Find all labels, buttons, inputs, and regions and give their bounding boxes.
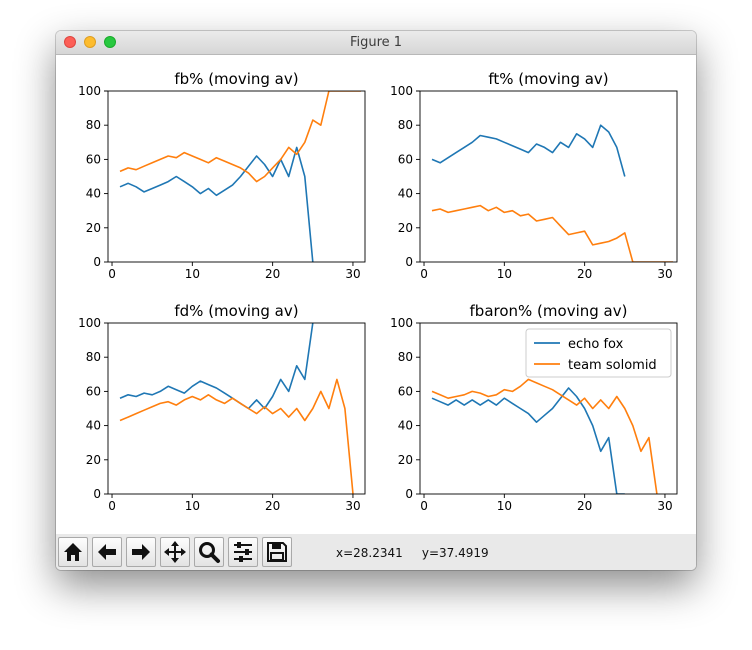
y-tick-label: 80 bbox=[398, 350, 413, 364]
maximize-window-button[interactable] bbox=[104, 36, 116, 48]
series-line-1 bbox=[119, 323, 314, 410]
x-tick-label: 0 bbox=[420, 267, 428, 281]
series-line-1 bbox=[431, 387, 625, 494]
y-tick-label: 40 bbox=[398, 419, 413, 433]
x-tick-label: 10 bbox=[185, 499, 200, 513]
y-tick-label: 80 bbox=[398, 118, 413, 132]
x-tick-label: 30 bbox=[657, 499, 672, 513]
axes-frame bbox=[107, 322, 366, 495]
y-tick-label: 40 bbox=[398, 187, 413, 201]
pan-button[interactable] bbox=[160, 537, 190, 567]
minimize-window-button[interactable] bbox=[84, 36, 96, 48]
y-tick-label: 80 bbox=[86, 350, 101, 364]
x-tick-label: 20 bbox=[577, 267, 592, 281]
x-tick-label: 0 bbox=[108, 499, 116, 513]
save-button[interactable] bbox=[262, 537, 292, 567]
move-icon bbox=[164, 541, 186, 563]
legend: echo fox team solomid bbox=[525, 328, 672, 378]
legend-label: team solomid bbox=[568, 358, 657, 373]
y-tick-label: 60 bbox=[86, 384, 101, 398]
x-tick-label: 30 bbox=[345, 267, 360, 281]
subplot-4: 0 10 20 30 0 20 40 60 80 100 fbaron% (moving av) ec… bbox=[390, 302, 678, 513]
y-tick-label: 20 bbox=[86, 453, 101, 467]
back-button[interactable] bbox=[92, 537, 122, 567]
figure-canvas[interactable]: 0 10 20 30 0 20 40 60 80 100 fb% (moving av) 0 10 20 3… bbox=[56, 54, 696, 534]
forward-button[interactable] bbox=[126, 537, 156, 567]
close-window-button[interactable] bbox=[64, 36, 76, 48]
y-tick-label: 0 bbox=[405, 255, 413, 269]
x-tick-label: 0 bbox=[108, 267, 116, 281]
subplot-title: fd% (moving av) bbox=[174, 302, 298, 320]
subplot-title: fbaron% (moving av) bbox=[470, 302, 628, 320]
y-tick-label: 0 bbox=[93, 255, 101, 269]
arrow-right-icon bbox=[132, 544, 150, 560]
cursor-y-readout: y=37.4919 bbox=[421, 546, 489, 560]
zoom-button[interactable] bbox=[194, 537, 224, 567]
y-tick-label: 60 bbox=[86, 152, 101, 166]
series-line-2 bbox=[431, 378, 658, 494]
subplot-3: 0 10 20 30 0 20 40 60 80 100 fd% (moving av) bbox=[78, 302, 366, 513]
configure-subplots-button[interactable] bbox=[228, 537, 258, 567]
y-tick-label: 40 bbox=[86, 419, 101, 433]
series-line-2 bbox=[119, 91, 361, 183]
y-tick-label: 100 bbox=[78, 316, 101, 330]
navigation-toolbar: x=28.2341 y=37.4919 bbox=[56, 534, 696, 570]
y-tick-label: 20 bbox=[398, 221, 413, 235]
y-tick-label: 0 bbox=[93, 487, 101, 501]
sliders-icon bbox=[234, 542, 252, 562]
x-tick-label: 10 bbox=[497, 499, 512, 513]
y-tick-label: 100 bbox=[390, 84, 413, 98]
floppy-disk-icon bbox=[267, 542, 287, 562]
axes-frame bbox=[419, 90, 678, 263]
home-button[interactable] bbox=[58, 537, 88, 567]
x-tick-label: 20 bbox=[577, 499, 592, 513]
window-title: Figure 1 bbox=[349, 35, 403, 50]
subplot-title: ft% (moving av) bbox=[488, 70, 608, 88]
x-tick-label: 0 bbox=[420, 499, 428, 513]
title-bar: Figure 1 bbox=[56, 31, 696, 55]
figure-window: Figure 1 0 10 20 30 0 20 40 60 80 100 fb% (moving … bbox=[56, 31, 696, 570]
y-tick-label: 40 bbox=[86, 187, 101, 201]
x-tick-label: 20 bbox=[265, 499, 280, 513]
subplot-1: 0 10 20 30 0 20 40 60 80 100 fb% (moving av) bbox=[78, 70, 366, 281]
magnifier-icon bbox=[199, 542, 220, 563]
subplot-2: 0 10 20 30 0 20 40 60 80 100 ft% (moving av) bbox=[390, 70, 678, 281]
legend-box bbox=[525, 328, 672, 378]
axes-frame bbox=[107, 90, 366, 263]
y-tick-label: 80 bbox=[86, 118, 101, 132]
arrow-left-icon bbox=[98, 544, 116, 560]
y-tick-label: 60 bbox=[398, 152, 413, 166]
y-tick-label: 100 bbox=[78, 84, 101, 98]
axes-frame bbox=[419, 322, 678, 495]
x-tick-label: 10 bbox=[185, 267, 200, 281]
home-icon bbox=[64, 543, 82, 561]
series-line-2 bbox=[119, 378, 354, 494]
legend-label: echo fox bbox=[568, 337, 624, 352]
y-tick-label: 60 bbox=[398, 384, 413, 398]
y-tick-label: 20 bbox=[86, 221, 101, 235]
x-tick-label: 30 bbox=[345, 499, 360, 513]
cursor-x-readout: x=28.2341 bbox=[336, 546, 403, 560]
cursor-coordinates: x=28.2341 y=37.4919 bbox=[336, 546, 489, 560]
subplot-title: fb% (moving av) bbox=[174, 70, 298, 88]
x-tick-label: 30 bbox=[657, 267, 672, 281]
series-line-2 bbox=[431, 204, 673, 262]
x-tick-label: 20 bbox=[265, 267, 280, 281]
series-line-1 bbox=[431, 124, 626, 177]
y-tick-label: 20 bbox=[398, 453, 413, 467]
x-tick-label: 10 bbox=[497, 267, 512, 281]
y-tick-label: 100 bbox=[390, 316, 413, 330]
y-tick-label: 0 bbox=[405, 487, 413, 501]
